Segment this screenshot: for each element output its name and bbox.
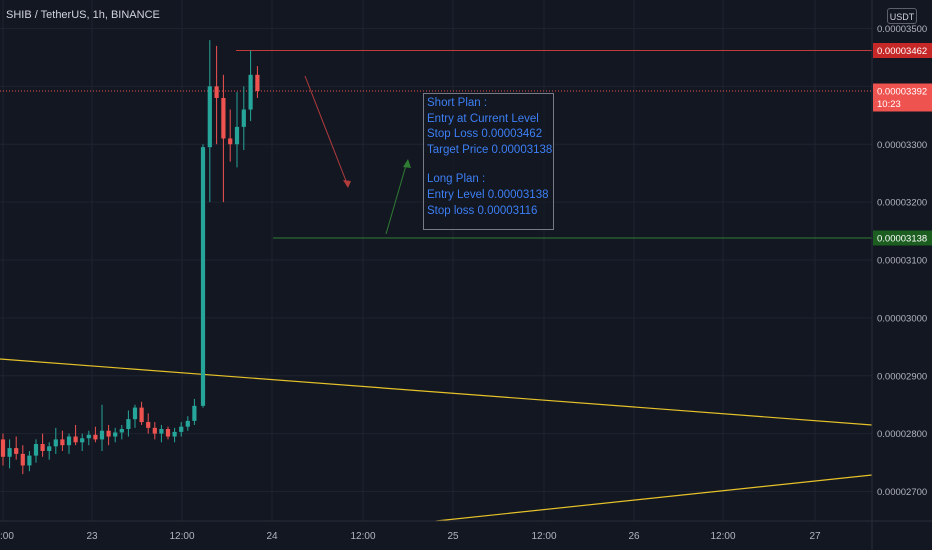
candle-body — [86, 434, 91, 439]
candle-body — [179, 426, 184, 432]
long-plan-entry: Entry Level 0.00003138 — [427, 188, 549, 201]
long-arrow-line — [385, 161, 408, 235]
price-tag-bg — [873, 230, 932, 246]
candles — [0, 40, 260, 475]
x-tick-label: 12:00 — [531, 531, 556, 542]
candle-body — [221, 97, 226, 139]
x-tick-label: 24 — [266, 531, 278, 542]
candle-body — [192, 405, 197, 421]
chart-grid — [0, 0, 872, 521]
candle-body — [207, 86, 212, 148]
y-tick-label: 0.00003500 — [877, 24, 927, 35]
countdown-label: 10:23 — [877, 99, 901, 110]
symbol-title: SHIB / TetherUS, 1h, BINANCE — [6, 9, 160, 21]
x-tick-label: 12:00 — [710, 531, 735, 542]
candle-body — [241, 109, 246, 127]
y-tick-label: 0.00003200 — [877, 198, 927, 209]
x-tick-label: 26 — [628, 531, 640, 542]
level-lines — [0, 49, 872, 239]
candle-body — [93, 434, 98, 440]
candle-body — [14, 448, 19, 454]
y-tick-label: 0.00003000 — [877, 313, 927, 324]
trade-plan-note[interactable]: Short Plan : Entry at Current Level Stop… — [423, 93, 554, 230]
candle-body — [234, 126, 240, 145]
candle-body — [126, 419, 131, 429]
time-axis: :00 23 12:00 24 12:00 25 12:00 26 12:00 27 — [0, 520, 932, 542]
candle-body — [40, 444, 45, 451]
short-plan-target: Target Price 0.00003138 — [427, 143, 553, 156]
candle-body — [185, 420, 190, 427]
long-arrow-head — [403, 159, 411, 168]
candle-body — [172, 431, 177, 437]
candle-body — [0, 439, 6, 457]
candle-body — [214, 86, 219, 98]
candle-body — [228, 138, 233, 145]
price-tag-label: 0.00003138 — [877, 234, 927, 245]
price-tag-bg — [873, 83, 932, 112]
short-plan-title: Short Plan : — [427, 97, 488, 109]
candle-body — [99, 430, 105, 440]
y-tick-label: 0.00002700 — [877, 487, 927, 498]
x-tick-label: 23 — [86, 531, 98, 542]
trendlines — [0, 358, 873, 522]
trendline-lower — [435, 474, 873, 522]
price-tag-label: 0.00003462 — [877, 46, 927, 57]
arrows — [304, 75, 411, 235]
y-tick-label: 0.00003300 — [877, 140, 927, 151]
x-tick-label: 27 — [809, 531, 821, 542]
candle-body — [255, 74, 260, 92]
candle-body — [165, 428, 171, 437]
short-plan-stop: Stop Loss 0.00003462 — [427, 128, 543, 141]
candle-body — [80, 438, 85, 443]
candle-body — [47, 446, 52, 451]
candle-body — [20, 453, 25, 466]
long-plan-title: Long Plan : — [427, 173, 486, 186]
y-tick-label: 0.00002800 — [877, 429, 927, 440]
candle-body — [66, 436, 72, 446]
short-arrow-head — [343, 180, 351, 188]
currency-button[interactable]: USDT — [887, 8, 917, 24]
candle-body — [7, 448, 12, 457]
short-plan-entry: Entry at Current Level — [427, 112, 539, 125]
price-tag-bg — [873, 42, 932, 58]
price-axis: 0.000035000.000034000.000033000.00003200… — [871, 0, 932, 550]
candle-body — [248, 74, 253, 110]
x-tick-label: :00 — [0, 531, 14, 542]
candle-body — [146, 422, 151, 428]
long-plan-stop: Stop loss 0.00003116 — [427, 204, 538, 217]
trendline-upper — [0, 358, 873, 426]
short-arrow-line — [304, 75, 349, 187]
candle-body — [132, 407, 138, 420]
y-tick-label: 0.00002900 — [877, 371, 927, 382]
candle-body — [33, 444, 39, 456]
candle-body — [113, 432, 118, 437]
candle-body — [152, 427, 157, 434]
x-tick-label: 12:00 — [350, 531, 375, 542]
x-tick-label: 25 — [447, 531, 459, 542]
candle-body — [27, 455, 32, 466]
y-tick-label: 0.00003100 — [877, 256, 927, 267]
candle-body — [106, 430, 111, 437]
candle-body — [200, 147, 206, 406]
price-tag-label: 0.00003392 — [877, 87, 927, 98]
x-tick-label: 12:00 — [169, 531, 194, 542]
candle-body — [60, 439, 65, 446]
candle-body — [119, 428, 124, 433]
candle-body — [53, 439, 58, 447]
candle-body — [73, 436, 78, 443]
candle-body — [139, 407, 144, 423]
candle-body — [159, 428, 164, 434]
